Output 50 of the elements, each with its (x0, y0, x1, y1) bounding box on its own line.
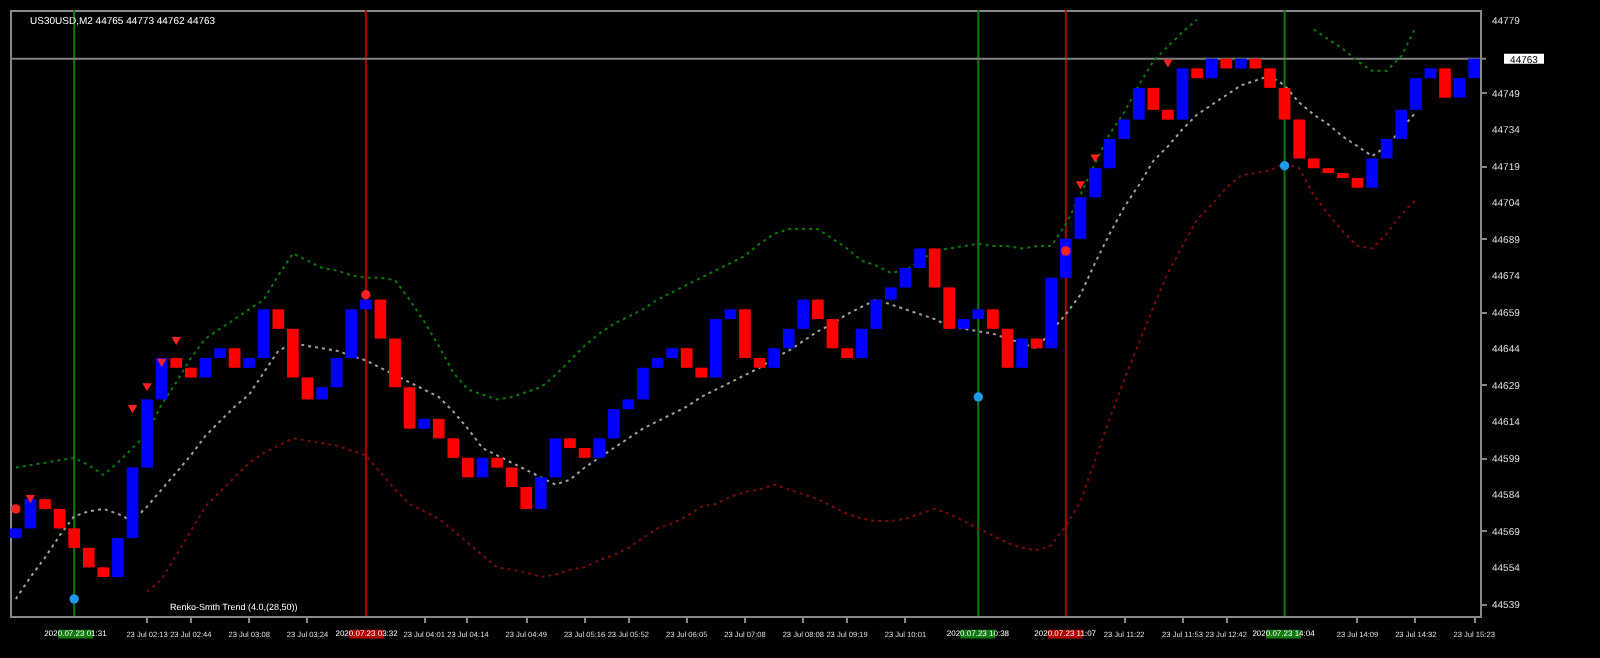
candlestick (155, 357, 168, 401)
candlestick (24, 498, 37, 530)
candlestick (1366, 157, 1378, 189)
point (69, 594, 79, 604)
candlestick (826, 318, 839, 350)
candlestick (330, 357, 343, 389)
line-series (14, 74, 1417, 600)
candlestick (1410, 77, 1422, 111)
candlestick (870, 298, 883, 330)
candlestick (272, 308, 285, 330)
candlestick (607, 408, 620, 440)
candlestick (403, 386, 416, 430)
candlestick (447, 437, 460, 459)
candlestick (1439, 67, 1451, 99)
point (11, 504, 21, 514)
candlestick (943, 286, 955, 330)
point (156, 358, 167, 367)
candlestick (593, 437, 605, 459)
line-series (146, 162, 1417, 593)
point (25, 495, 36, 504)
candlestick (112, 537, 124, 579)
candlestick (374, 298, 387, 340)
candlestick (768, 347, 780, 369)
point (973, 392, 984, 402)
candlestick (1001, 327, 1014, 369)
candlestick (1132, 86, 1145, 121)
point (1061, 246, 1071, 256)
candlestick (535, 476, 547, 510)
point (171, 336, 181, 346)
point (1279, 161, 1290, 171)
point (142, 383, 152, 392)
point (361, 290, 371, 300)
candlestick (1453, 77, 1466, 99)
candlestick (228, 347, 241, 369)
candlestick (1278, 86, 1291, 121)
candlestick (1016, 337, 1028, 369)
point (1163, 59, 1173, 68)
point (127, 405, 138, 414)
candlestick (520, 486, 533, 510)
candlestick (797, 298, 810, 330)
candlestick (549, 437, 562, 479)
point (1075, 181, 1086, 190)
candlestick (1264, 67, 1276, 89)
point (1090, 154, 1100, 163)
candlestick (1074, 196, 1087, 240)
candlestick (68, 527, 80, 549)
candlestick (1089, 167, 1101, 199)
candlestick (680, 347, 693, 369)
candlestick (1395, 108, 1408, 140)
candlestick (987, 308, 999, 330)
